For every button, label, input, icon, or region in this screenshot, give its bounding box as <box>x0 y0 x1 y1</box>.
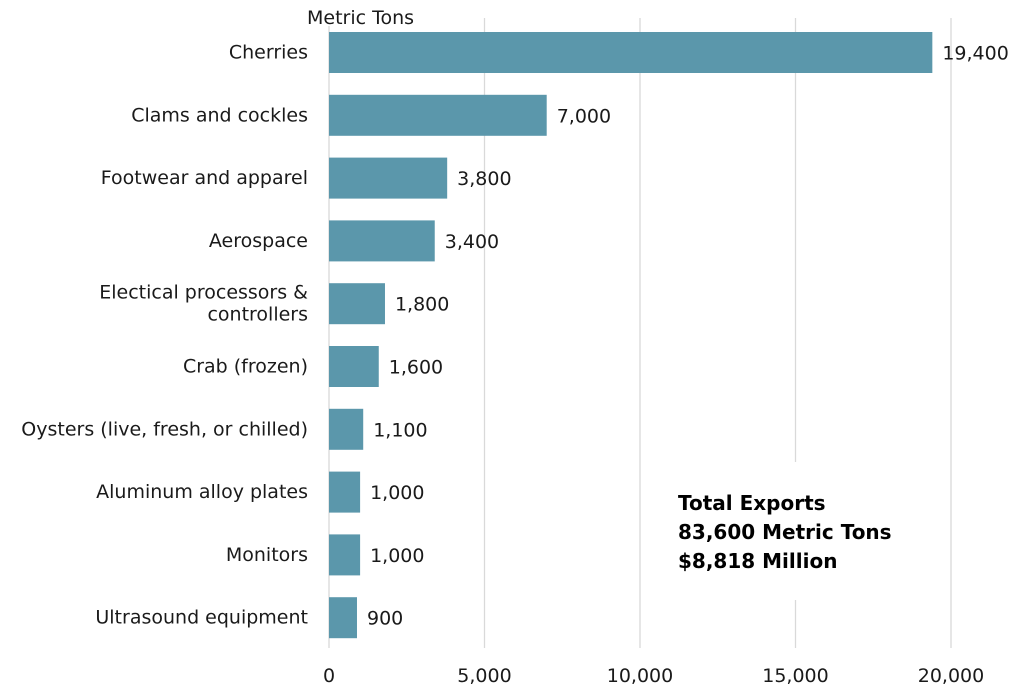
x-tick-label: 10,000 <box>607 665 673 687</box>
summary-background <box>668 462 918 600</box>
value-labels: 19,400 7,000 3,800 3,400 1,800 1,600 1,100 1,00… <box>367 43 1009 630</box>
summary-title: Total Exports <box>678 491 826 515</box>
value-label: 1,800 <box>395 294 449 316</box>
category-label: Monitors <box>226 544 308 566</box>
category-label: Oysters (live, fresh, or chilled) <box>21 418 308 440</box>
value-label: 1,600 <box>389 357 443 379</box>
bar <box>329 94 547 136</box>
category-labels: Cherries Clams and cockles Footwear and ap… <box>21 42 308 629</box>
x-axis-tick-labels: 0 5,000 10,000 15,000 20,000 <box>323 665 984 687</box>
value-label: 900 <box>367 608 403 630</box>
category-label: controllers <box>207 304 308 326</box>
summary-box: Total Exports 83,600 Metric Tons $8,818 … <box>668 462 918 600</box>
summary-value: $8,818 Million <box>678 549 837 573</box>
bar <box>329 408 364 450</box>
value-label: 1,100 <box>373 419 427 441</box>
value-label: 1,000 <box>370 545 424 567</box>
x-tick-label: 5,000 <box>457 665 511 687</box>
x-tick-label: 0 <box>323 665 335 687</box>
bar <box>329 471 361 513</box>
bar <box>329 346 379 387</box>
bar <box>329 283 385 325</box>
category-label: Clams and cockles <box>131 104 308 126</box>
x-tick-label: 20,000 <box>918 665 984 687</box>
bar <box>329 32 933 73</box>
bars <box>329 32 933 639</box>
value-label: 19,400 <box>942 43 1008 65</box>
x-tick-label: 15,000 <box>762 665 828 687</box>
category-label: Cherries <box>229 42 308 64</box>
category-label: Footwear and apparel <box>101 167 308 189</box>
value-label: 1,000 <box>370 482 424 504</box>
value-label: 7,000 <box>557 105 611 127</box>
summary-tons: 83,600 Metric Tons <box>678 520 892 544</box>
value-label: 3,800 <box>457 168 511 190</box>
value-label: 3,400 <box>445 231 499 253</box>
category-label: Ultrasound equipment <box>95 607 308 629</box>
bar <box>329 534 361 576</box>
category-label: Electical processors & <box>99 282 308 304</box>
unit-label: Metric Tons <box>307 7 414 29</box>
bar <box>329 157 448 199</box>
bar <box>329 220 435 262</box>
category-label: Aluminum alloy plates <box>96 481 308 503</box>
bar <box>329 597 357 639</box>
category-label: Crab (frozen) <box>183 356 308 378</box>
category-label: Aerospace <box>209 230 308 252</box>
